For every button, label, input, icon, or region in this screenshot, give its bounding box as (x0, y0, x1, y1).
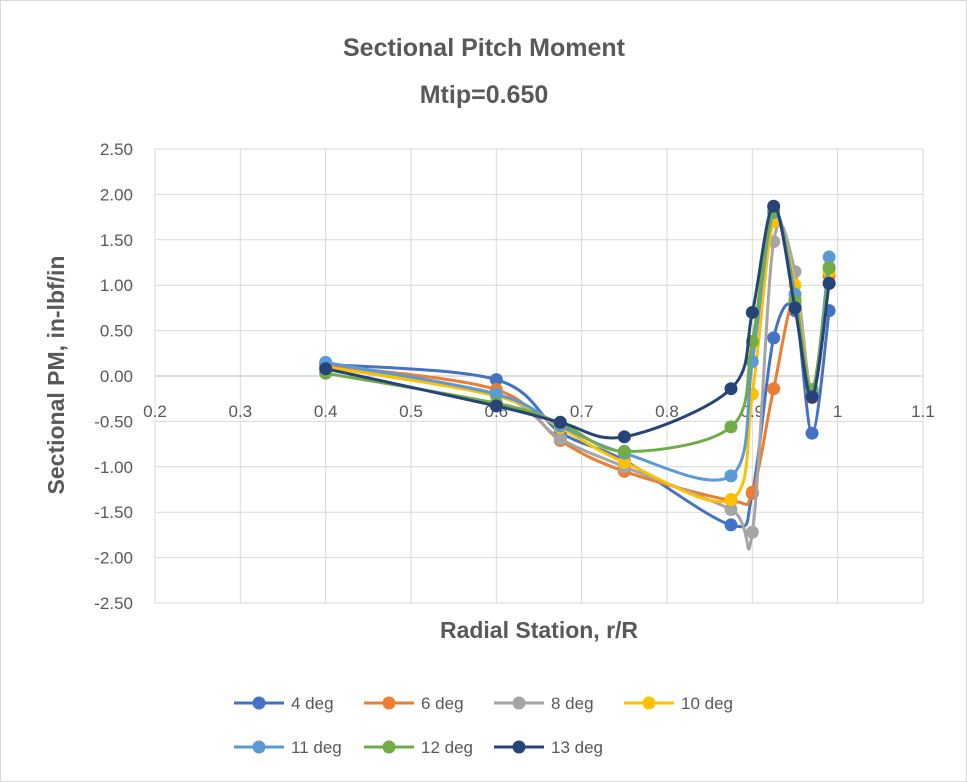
data-point (617, 455, 631, 469)
data-point (489, 373, 503, 387)
data-point (767, 331, 781, 345)
data-point (489, 399, 503, 413)
data-point (788, 301, 802, 315)
chart-subtitle: Mtip=0.650 (420, 81, 549, 109)
legend-label: 6 deg (421, 694, 464, 713)
data-point (805, 426, 819, 440)
legend-swatch-marker (512, 696, 526, 710)
x-tick-label: 0.3 (229, 402, 253, 421)
legend-label: 11 deg (291, 738, 342, 757)
legend-label: 13 deg (551, 738, 603, 757)
legend-item-4-deg: 4 deg (234, 694, 334, 713)
y-tick-label: 1.00 (100, 276, 133, 295)
x-tick-label: 1.1 (911, 402, 935, 421)
legend-item-6-deg: 6 deg (364, 694, 464, 713)
series-line-13-deg (325, 204, 831, 440)
data-point (822, 276, 836, 290)
y-tick-label: 2.00 (100, 185, 133, 204)
y-tick-label: 0.00 (100, 367, 133, 386)
legend-item-8-deg: 8 deg (494, 694, 594, 713)
legend-swatch-marker (252, 740, 266, 754)
data-point (724, 420, 738, 434)
series-layer (319, 199, 836, 551)
x-tick-label: 0.7 (570, 402, 594, 421)
data-point (617, 430, 631, 444)
data-point (724, 382, 738, 396)
y-axis-title: Sectional PM, in-lbf/in (43, 256, 69, 495)
tick-labels: 2.50 2.00 1.50 1.00 0.50 0.00 -0.50 -1.00 -1.50 -… (94, 140, 935, 613)
data-point (553, 415, 567, 429)
data-point (822, 261, 836, 275)
legend-swatch-marker (382, 740, 396, 754)
legend-label: 8 deg (551, 694, 594, 713)
legend-label: 10 deg (681, 694, 733, 713)
series-13-deg (319, 199, 836, 444)
data-point (319, 362, 333, 376)
legend: 4 deg 6 deg 8 deg 10 deg 11 deg 12 deg 13 deg (234, 694, 733, 757)
data-point (489, 387, 503, 401)
legend-label: 4 deg (291, 694, 334, 713)
x-axis-title: Radial Station, r/R (440, 617, 638, 643)
data-point (745, 305, 759, 319)
legend-item-12-deg: 12 deg (364, 738, 473, 757)
x-tick-label: 0.5 (399, 402, 423, 421)
series-line-4-deg (325, 302, 831, 529)
data-point (805, 390, 819, 404)
y-tick-label: -1.00 (94, 458, 133, 477)
legend-swatch-marker (252, 696, 266, 710)
chart-title: Sectional Pitch Moment (343, 34, 626, 62)
legend-swatch-marker (512, 740, 526, 754)
data-point (745, 525, 759, 539)
legend-item-13-deg: 13 deg (494, 738, 603, 757)
x-tick-label: 0.8 (655, 402, 679, 421)
legend-item-10-deg: 10 deg (624, 694, 733, 713)
x-tick-label: 1 (833, 402, 842, 421)
y-tick-label: 1.50 (100, 231, 133, 250)
legend-swatch-marker (642, 696, 656, 710)
y-tick-label: -1.50 (94, 503, 133, 522)
data-point (553, 432, 567, 446)
legend-item-11-deg: 11 deg (234, 738, 342, 757)
y-tick-label: 2.50 (100, 140, 133, 159)
data-point (822, 250, 836, 264)
data-point (724, 518, 738, 532)
data-point (767, 382, 781, 396)
y-tick-label: -2.50 (94, 594, 133, 613)
y-tick-label: -0.50 (94, 412, 133, 431)
legend-swatch-marker (382, 696, 396, 710)
data-point (724, 492, 738, 506)
data-point (767, 199, 781, 213)
data-point (617, 444, 631, 458)
data-point (724, 502, 738, 516)
x-tick-label: 0.2 (143, 402, 167, 421)
data-point (724, 469, 738, 483)
y-tick-label: -2.00 (94, 549, 133, 568)
y-tick-label: 0.50 (100, 322, 133, 341)
legend-label: 12 deg (421, 738, 473, 757)
x-tick-label: 0.4 (314, 402, 338, 421)
